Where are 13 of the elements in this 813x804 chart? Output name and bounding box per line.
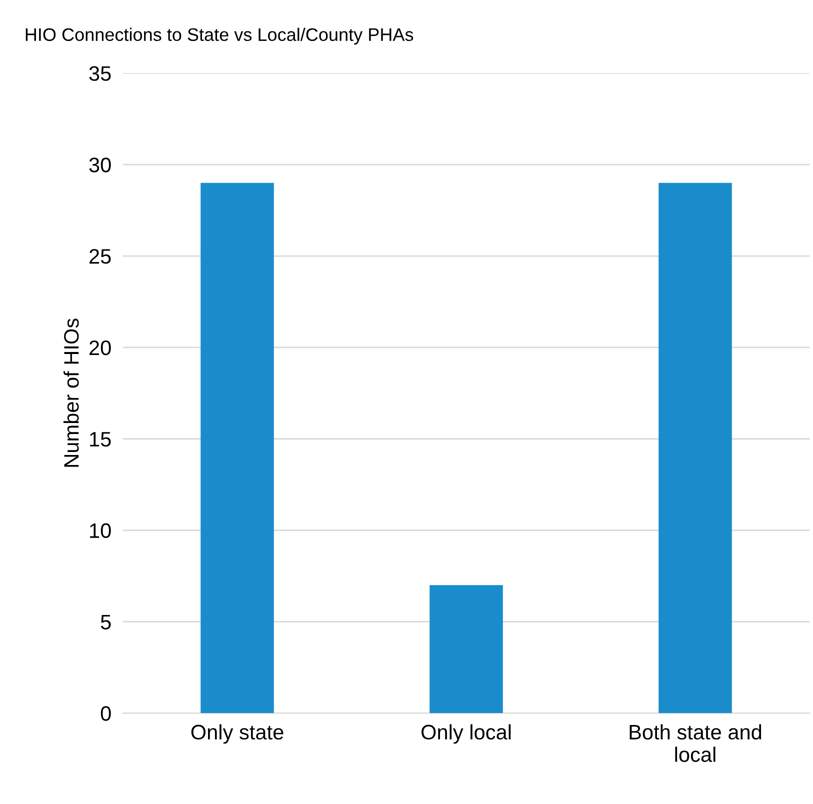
y-tick-label: 30: [89, 158, 111, 172]
y-tick-label: 10: [90, 523, 111, 538]
y-tick-label: 25: [90, 249, 111, 264]
y-tick-label: 20: [90, 340, 111, 356]
chart-title: HIO Connections to State vs Local/County PHAs: [26, 28, 414, 45]
y-tick-label: 35: [89, 66, 111, 81]
y-tick-label: 15: [90, 432, 111, 447]
y-tick-label: 0: [100, 706, 111, 721]
x-tick-label: Only state: [191, 724, 284, 744]
y-tick-label: 5: [100, 614, 111, 630]
x-tick-label: Both state and local: [630, 724, 762, 762]
y-axis-title: Number of HIOs: [64, 318, 79, 467]
x-tick-label: Only local: [422, 724, 511, 744]
